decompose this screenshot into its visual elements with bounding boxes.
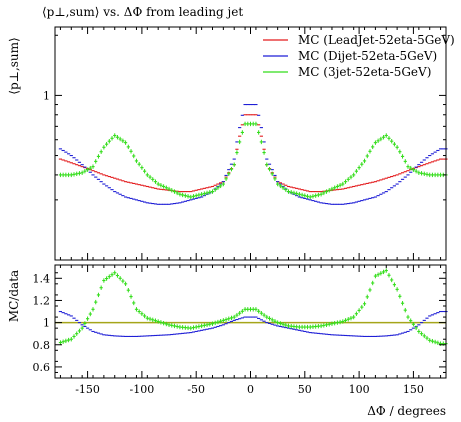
series-mc-3jet-52eta-5gev — [58, 121, 448, 200]
y-tick-label: 1 — [43, 89, 50, 102]
ratio-axis-ticks: 0.6 0.8 1 1.2 1.4 -150 -100 -50 0 50 100 150 — [33, 265, 446, 396]
top-y-axis-label: ⟨p⊥,sum⟩ — [7, 37, 21, 94]
ratio-plot-area — [55, 268, 448, 346]
legend: MC (LeadJet-52eta-5GeV) MC (Dijet-52eta-5… — [263, 33, 455, 79]
legend-label: MC (LeadJet-52eta-5GeV) — [298, 33, 455, 47]
series-mc-dijet-52eta-5gev — [58, 310, 448, 338]
x-tick-label: 100 — [349, 383, 370, 396]
bottom-panel: 0.6 0.8 1 1.2 1.4 -150 -100 -50 0 50 100 150 MC/dat… — [7, 264, 448, 418]
x-tick-label: 150 — [403, 383, 424, 396]
y-tick-label: 1.2 — [33, 294, 51, 307]
series-mc-dijet-52eta-5gev — [58, 103, 448, 205]
legend-label: MC (Dijet-52eta-5GeV) — [298, 49, 437, 63]
x-axis-label: ΔΦ / degrees — [367, 404, 446, 418]
y-tick-label: 1.4 — [33, 272, 51, 285]
ratio-y-axis-label: MC/data — [7, 270, 21, 322]
series-mc-leadjet-52eta-5gev — [58, 114, 448, 193]
x-tick-label: -150 — [75, 383, 100, 396]
series-mc-3jet-52eta-5gev — [58, 268, 448, 346]
x-tick-label: 50 — [298, 383, 312, 396]
main-title: ⟨p⊥,sum⟩ vs. ΔΦ from leading jet — [42, 5, 243, 19]
x-tick-label: -50 — [187, 383, 205, 396]
y-tick-label: 0.8 — [33, 339, 51, 352]
top-axis-ticks: 1 — [43, 27, 446, 260]
ratio-plot-frame — [54, 264, 447, 379]
y-tick-label: 1 — [43, 317, 50, 330]
x-tick-label: -100 — [130, 383, 155, 396]
x-tick-label: 0 — [247, 383, 254, 396]
top-plot-area — [58, 103, 448, 205]
legend-label: MC (3jet-52eta-5GeV) — [298, 65, 431, 79]
y-tick-label: 0.6 — [33, 361, 51, 374]
top-panel: 1 ⟨p⊥,sum⟩ MC (LeadJet-52eta-5GeV) MC (Di… — [7, 26, 455, 261]
